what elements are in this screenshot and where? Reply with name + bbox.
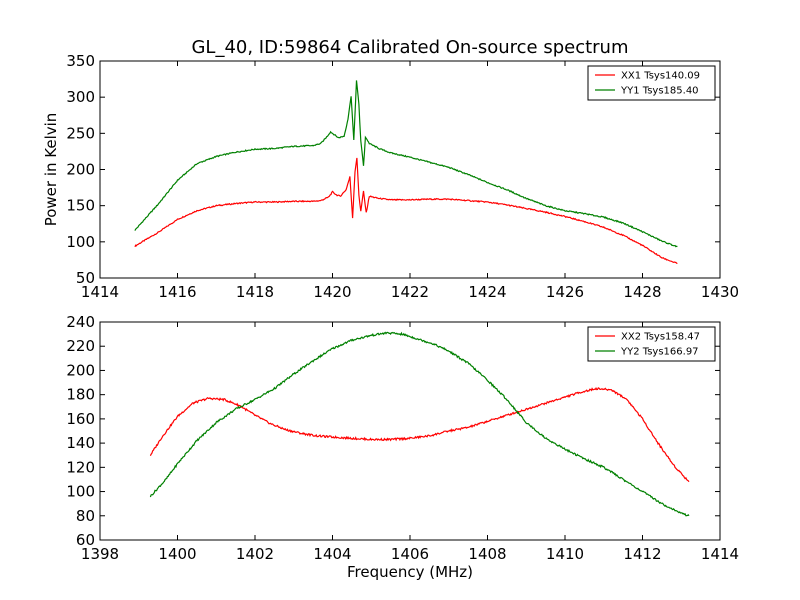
x-tick-label: 1414 <box>701 545 739 563</box>
y-tick-label: 100 <box>66 233 95 251</box>
y-tick-label: 350 <box>66 52 95 70</box>
y-tick-label: 140 <box>66 434 95 452</box>
x-tick-label: 1402 <box>236 545 274 563</box>
series-line-1 <box>149 387 690 483</box>
x-tick-label: 1406 <box>391 545 429 563</box>
y-tick-label: 60 <box>76 531 95 549</box>
series-line-2 <box>134 80 678 248</box>
y-tick-label: 300 <box>66 88 95 106</box>
x-tick-label: 1412 <box>623 545 661 563</box>
figure-title: GL_40, ID:59864 Calibrated On-source spe… <box>191 37 628 58</box>
x-tick-label: 1428 <box>623 283 661 301</box>
legend-box <box>587 65 716 101</box>
series-line-2 <box>149 331 690 517</box>
y-tick-label: 250 <box>66 124 95 142</box>
legend: XX1 Tsys140.09 YY1 Tsys185.40 <box>587 65 716 101</box>
y-tick-label: 160 <box>66 410 95 428</box>
legend-label: XX2 Tsys158.47 <box>621 332 700 343</box>
y-axis-label: Power in Kelvin <box>42 113 60 227</box>
y-tick-label: 200 <box>66 361 95 379</box>
legend-label: XX1 Tsys140.09 <box>621 71 700 82</box>
x-tick-label: 1408 <box>468 545 506 563</box>
x-tick-label: 1398 <box>81 545 119 563</box>
x-tick-label: 1420 <box>313 283 351 301</box>
x-axis-label: Frequency (MHz) <box>347 563 473 581</box>
y-tick-label: 50 <box>76 269 95 287</box>
legend: XX2 Tsys158.47 YY2 Tsys166.97 <box>587 326 716 362</box>
y-tick-label: 220 <box>66 337 95 355</box>
y-tick-label: 200 <box>66 161 95 179</box>
series-line-1 <box>134 157 678 265</box>
x-tick-label: 1430 <box>701 283 739 301</box>
y-tick-label: 240 <box>66 313 95 331</box>
x-tick-label: 1418 <box>236 283 274 301</box>
bottom-panel: 1398 1400 1402 1404 1406 1408 1410 1412 1414 60 80… <box>66 313 739 581</box>
x-tick-label: 1416 <box>158 283 196 301</box>
x-tick-label: 1410 <box>546 545 584 563</box>
y-tick-label: 180 <box>66 386 95 404</box>
y-tick-label: 80 <box>76 507 95 525</box>
y-tick-label: 120 <box>66 458 95 476</box>
x-tick-label: 1404 <box>313 545 351 563</box>
x-tick-label: 1426 <box>546 283 584 301</box>
legend-box <box>587 326 716 362</box>
y-tick-label: 150 <box>66 197 95 215</box>
y-tick-label: 100 <box>66 483 95 501</box>
legend-label: YY1 Tsys185.40 <box>620 86 699 97</box>
legend-label: YY2 Tsys166.97 <box>620 347 699 358</box>
top-panel: 1414 1416 1418 1420 1422 1424 1426 1428 1430 50 10… <box>42 52 739 301</box>
x-tick-label: 1422 <box>391 283 429 301</box>
x-tick-label: 1400 <box>158 545 196 563</box>
x-tick-label: 1424 <box>468 283 506 301</box>
x-tick-label: 1414 <box>81 283 119 301</box>
